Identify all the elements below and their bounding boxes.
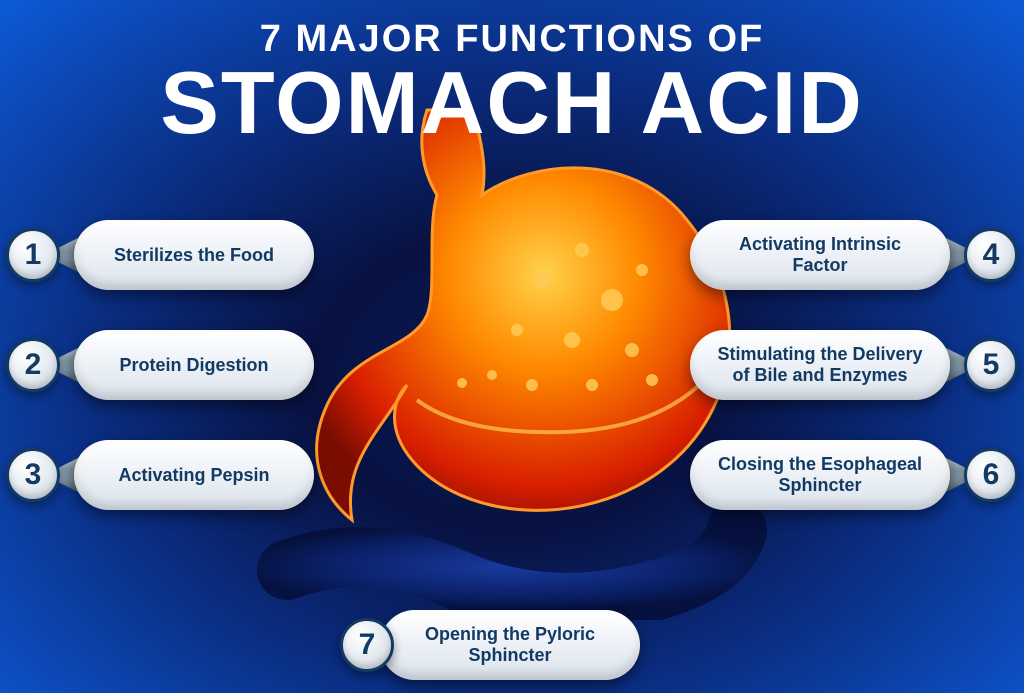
item-7: 7 Opening the Pyloric Sphincter	[340, 610, 640, 680]
item-5: 5 Stimulating the Delivery of Bile and E…	[690, 330, 1018, 400]
item-6: 6 Closing the Esophageal Sphincter	[690, 440, 1018, 510]
item-1: 1 Sterilizes the Food	[6, 220, 314, 290]
item-5-label: Stimulating the Delivery of Bile and Enz…	[690, 330, 950, 400]
item-2-label: Protein Digestion	[74, 330, 314, 400]
main-title: STOMACH ACID	[0, 59, 1024, 147]
item-6-badge: 6	[964, 448, 1018, 502]
item-7-label: Opening the Pyloric Sphincter	[380, 610, 640, 680]
item-3: 3 Activating Pepsin	[6, 440, 314, 510]
item-6-label: Closing the Esophageal Sphincter	[690, 440, 950, 510]
item-3-label: Activating Pepsin	[74, 440, 314, 510]
item-4: 4 Activating Intrinsic Factor	[690, 220, 1018, 290]
item-1-label: Sterilizes the Food	[74, 220, 314, 290]
item-4-badge: 4	[964, 228, 1018, 282]
title-block: 7 MAJOR FUNCTIONS OF STOMACH ACID	[0, 18, 1024, 147]
item-1-badge: 1	[6, 228, 60, 282]
item-7-badge: 7	[340, 618, 394, 672]
item-2: 2 Protein Digestion	[6, 330, 314, 400]
item-3-badge: 3	[6, 448, 60, 502]
item-4-label: Activating Intrinsic Factor	[690, 220, 950, 290]
item-5-badge: 5	[964, 338, 1018, 392]
item-2-badge: 2	[6, 338, 60, 392]
